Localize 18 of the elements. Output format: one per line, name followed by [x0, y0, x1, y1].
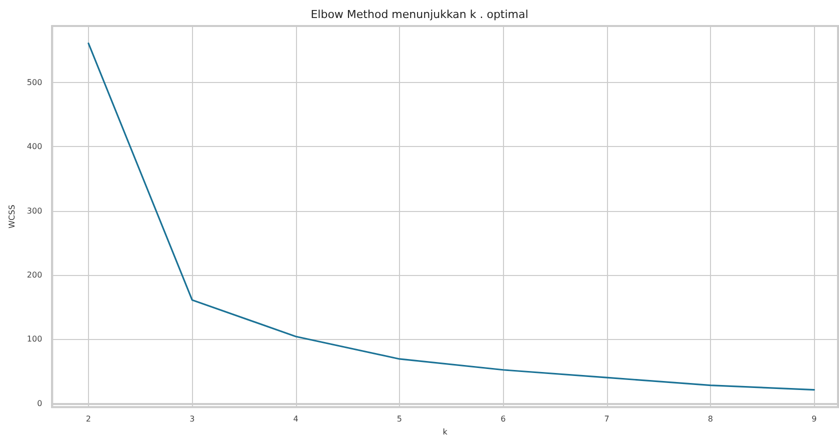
x-axis-title: k [442, 428, 448, 436]
y-tick-label: 300 [26, 206, 42, 216]
x-tick-label: 7 [604, 414, 610, 424]
y-tick-label: 400 [26, 142, 42, 152]
x-tick-label: 8 [708, 414, 714, 424]
y-tick-label: 200 [26, 270, 42, 280]
line-series [88, 42, 815, 391]
x-tick-label: 2 [86, 414, 91, 424]
x-tick-label: 4 [293, 414, 298, 424]
x-tick-label: 6 [500, 414, 506, 424]
x-tick-label: 5 [396, 414, 402, 424]
y-tick-label: 500 [26, 78, 42, 87]
chart-title: Elbow Method menunjukkan k . optimal [310, 8, 528, 21]
y-axis-title: WCSS [8, 204, 16, 228]
x-tick-label: 9 [812, 414, 817, 424]
y-tick-label: 0 [37, 398, 42, 408]
x-tick-label: 3 [190, 414, 195, 424]
y-tick-label: 100 [26, 334, 42, 344]
